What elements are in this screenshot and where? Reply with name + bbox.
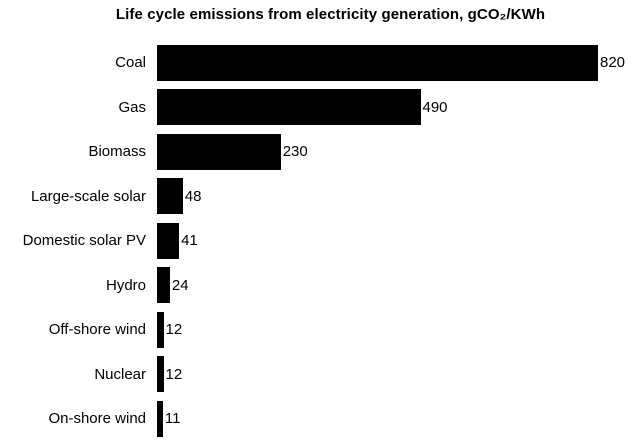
chart-row: Domestic solar PV 41 — [0, 222, 640, 259]
bar — [157, 44, 598, 81]
chart-row: Off-shore wind 12 — [0, 311, 640, 348]
value-label: 820 — [600, 54, 626, 71]
chart-plot-area: Coal 820 Gas 490 Biomass 230 Large-scale solar… — [0, 44, 640, 437]
category-label: Coal — [115, 54, 146, 71]
bar — [157, 133, 281, 170]
chart-row: Coal 820 — [0, 44, 640, 81]
bar — [157, 89, 421, 125]
value-label: 490 — [422, 98, 448, 116]
value-label: 48 — [184, 187, 202, 205]
value-label: 24 — [171, 276, 189, 294]
category-label: Large-scale solar — [30, 187, 146, 205]
chart-title: Life cycle emissions from electricity ge… — [115, 6, 546, 23]
category-label: Gas — [118, 98, 146, 116]
value-label: 12 — [165, 365, 183, 383]
chart-row: Hydro 24 — [0, 267, 640, 303]
bar — [157, 222, 180, 259]
category-label: On-shore wind — [48, 410, 146, 427]
category-label: Nuclear — [94, 365, 146, 383]
chart-row: Nuclear 12 — [0, 356, 640, 392]
category-label: Off-shore wind — [48, 321, 146, 338]
chart-row: Biomass 230 — [0, 133, 640, 170]
category-label: Hydro — [105, 276, 146, 294]
category-label: Biomass — [88, 143, 146, 160]
bar — [157, 356, 164, 392]
bar — [157, 311, 164, 348]
value-label: 12 — [165, 321, 183, 338]
bar — [157, 178, 183, 214]
value-label: 11 — [164, 410, 181, 427]
chart-row: On-shore wind 11 — [0, 400, 640, 437]
bar — [157, 400, 163, 437]
chart-row: Gas 490 — [0, 89, 640, 125]
category-label: Domestic solar PV — [22, 232, 146, 249]
value-label: 230 — [282, 143, 308, 160]
bar — [157, 267, 170, 303]
chart-row: Large-scale solar 48 — [0, 178, 640, 214]
value-label: 41 — [181, 232, 198, 249]
